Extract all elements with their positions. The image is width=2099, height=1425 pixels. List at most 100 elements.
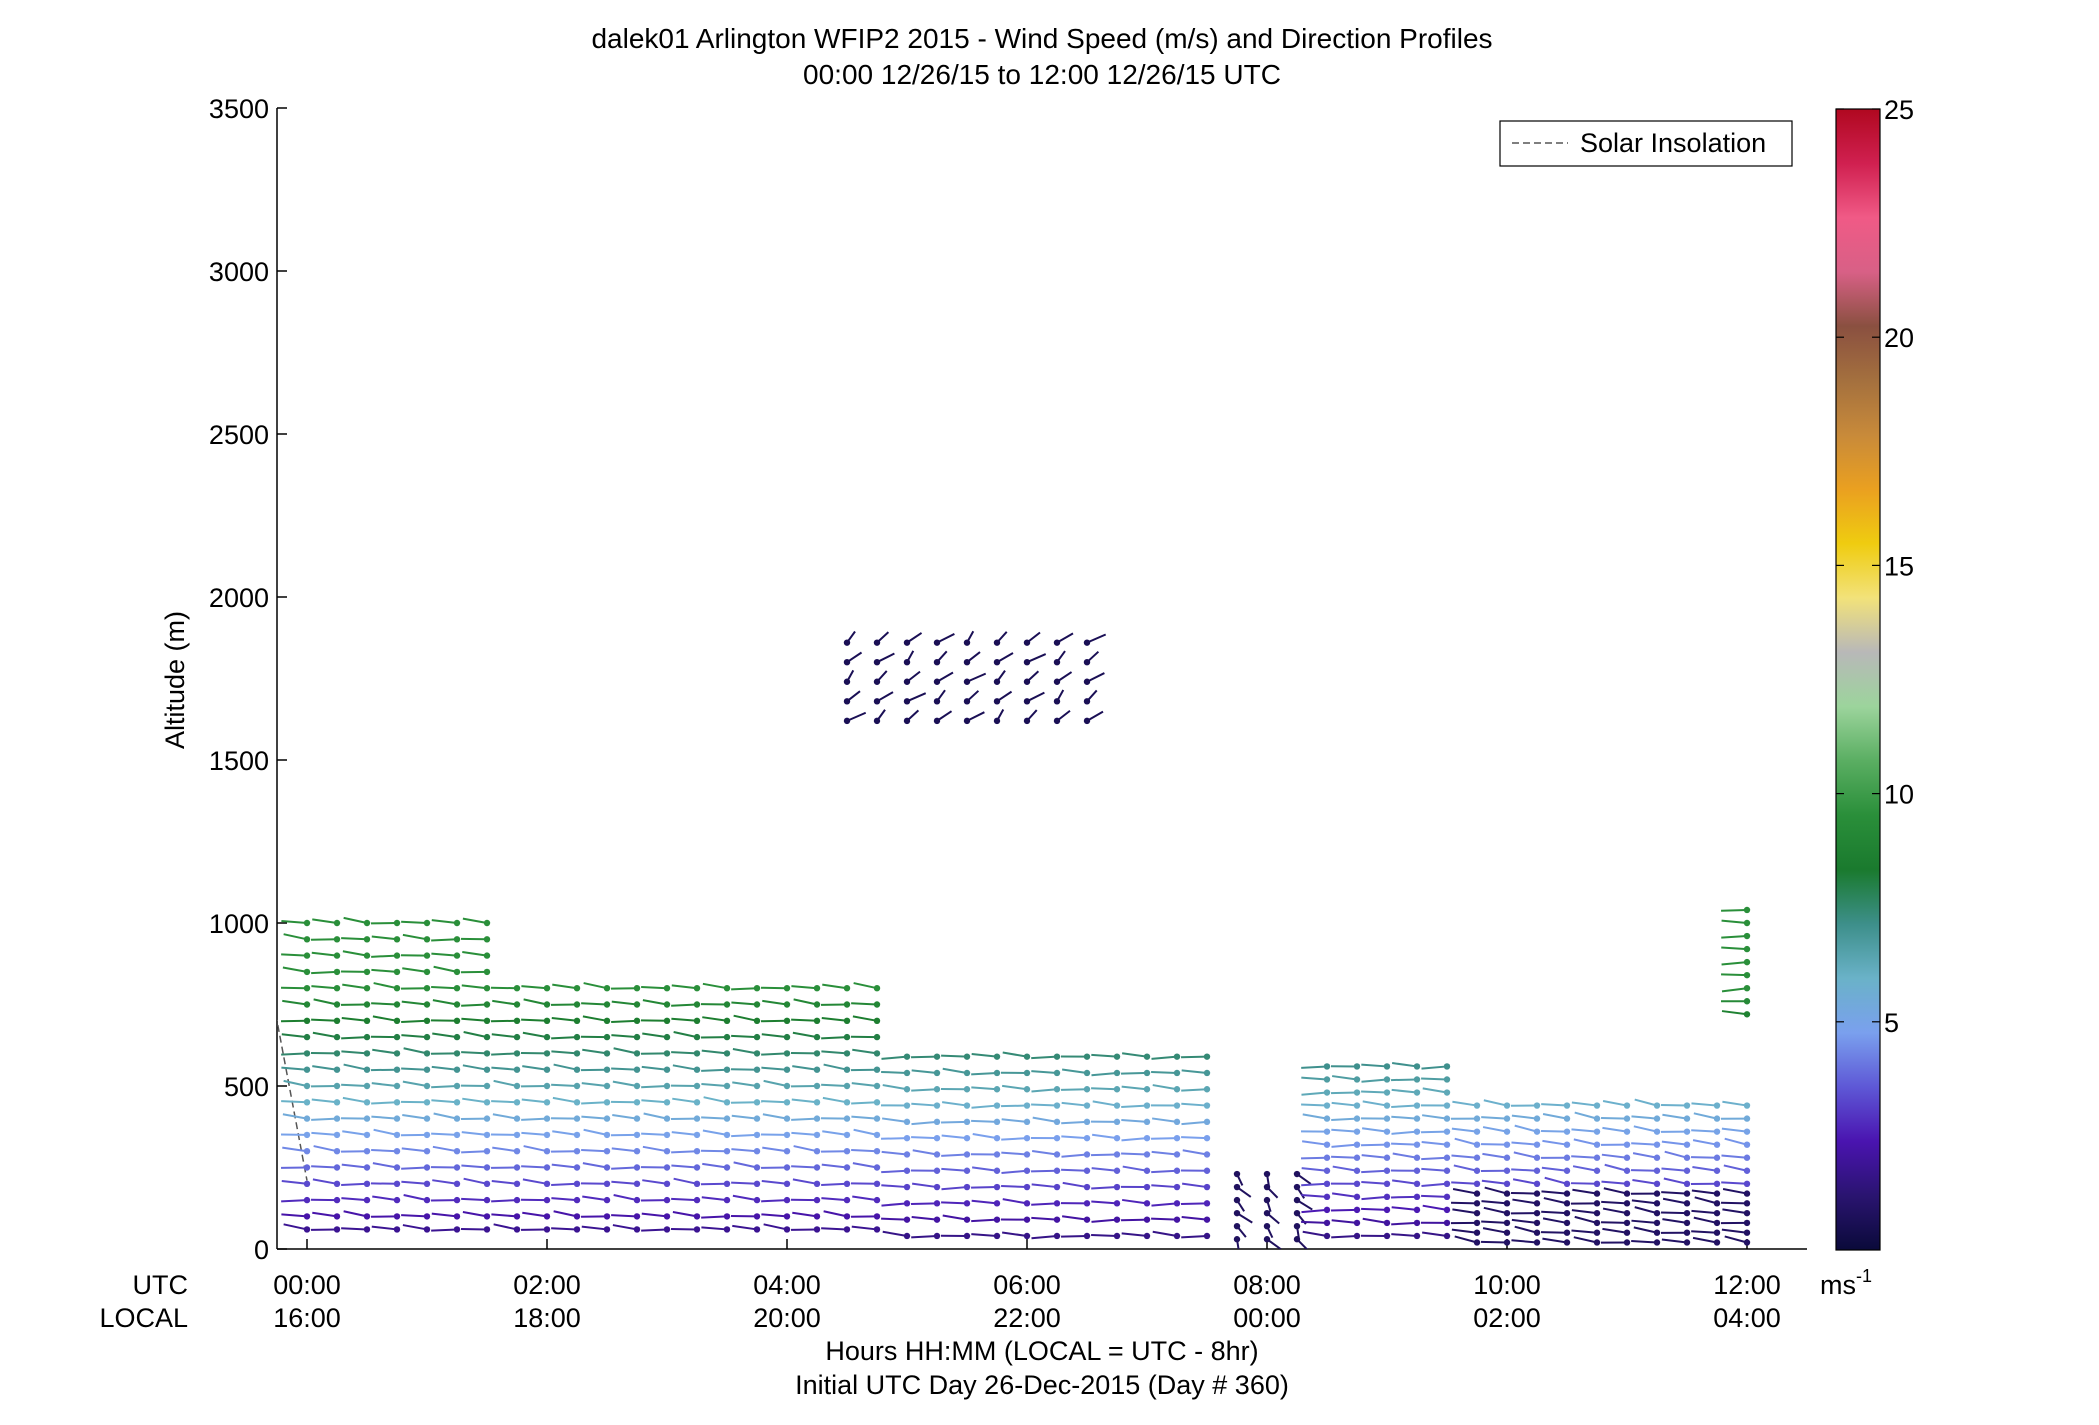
- wind-barb-point: [963, 698, 971, 705]
- wind-barb-point: [1353, 1180, 1361, 1188]
- wind-barb-shaft: [821, 1083, 848, 1087]
- wind-barb-point: [363, 1066, 371, 1073]
- wind-barb-point: [603, 1196, 611, 1204]
- wind-barb-shaft: [791, 985, 818, 990]
- wind-barb-shaft: [1391, 1062, 1418, 1068]
- wind-barb-point: [1023, 1200, 1031, 1207]
- chart-subtitle: 00:00 12/26/15 to 12:00 12/26/15 UTC: [803, 59, 1281, 90]
- wind-barb-point: [1083, 1167, 1091, 1174]
- wind-barb-point: [1743, 1154, 1751, 1161]
- wind-barb-shaft: [1091, 1153, 1118, 1157]
- wind-barb-point: [1683, 1219, 1691, 1227]
- wind-barb-point: [303, 1033, 311, 1041]
- wind-barb-shaft: [282, 1146, 308, 1153]
- wind-barb-shaft: [612, 1113, 638, 1120]
- wind-barb-shaft: [821, 1197, 848, 1202]
- wind-barb-shaft: [1721, 1010, 1748, 1016]
- wind-barb-shaft: [1002, 1051, 1028, 1058]
- wind-barb-shaft: [1001, 1169, 1028, 1174]
- wind-barb-point: [1083, 1151, 1091, 1158]
- wind-barb-point: [753, 1226, 761, 1233]
- wind-barb-shaft: [523, 1145, 548, 1153]
- wind-barb-point: [393, 936, 401, 943]
- wind-barb-point: [483, 1017, 491, 1024]
- wind-barb-shaft: [281, 1052, 308, 1056]
- wind-barb-point: [1083, 698, 1091, 705]
- wind-barb-shaft: [941, 1167, 968, 1172]
- wind-barb-point: [1443, 1154, 1451, 1161]
- wind-barb-point: [1113, 1200, 1121, 1207]
- wind-barb-shaft: [281, 1199, 308, 1203]
- wind-barb-shaft: [1361, 1143, 1388, 1147]
- wind-barb-point: [1083, 1118, 1091, 1126]
- wind-barb-shaft: [613, 1193, 638, 1202]
- wind-barb-shaft: [1453, 1164, 1478, 1172]
- wind-barb-shaft: [1026, 691, 1045, 703]
- wind-barb-point: [573, 1148, 581, 1155]
- wind-barb-shaft: [461, 1003, 488, 1007]
- wind-barb-shaft: [311, 951, 338, 957]
- wind-barb-point: [903, 1216, 911, 1223]
- wind-barb-point: [573, 1050, 581, 1057]
- wind-barb-shaft: [1541, 1166, 1568, 1172]
- wind-barb-point: [933, 639, 941, 646]
- wind-barb-point: [1353, 1089, 1361, 1096]
- wind-barb-point: [423, 1099, 431, 1106]
- wind-barb-point: [813, 1180, 821, 1188]
- wind-barb-point: [1173, 1102, 1181, 1109]
- wind-barb-point: [903, 717, 911, 725]
- wind-barb-point: [1413, 1128, 1421, 1135]
- wind-barb-point: [483, 1148, 491, 1155]
- wind-barb-point: [933, 1069, 941, 1077]
- wind-barb-point: [903, 659, 911, 666]
- wind-barb-point: [573, 1066, 581, 1073]
- wind-barb-point: [1053, 1053, 1061, 1060]
- wind-barb-point: [1533, 1229, 1541, 1236]
- wind-barb-point: [603, 1213, 611, 1220]
- wind-barb-point: [813, 1017, 821, 1024]
- wind-barb-shaft: [1452, 1100, 1478, 1107]
- wind-barb-point: [393, 919, 401, 927]
- wind-barb-shaft: [611, 1034, 638, 1039]
- wind-barb-point: [1233, 1183, 1241, 1191]
- x-axis-ticks: 00:0016:0002:0018:0004:0020:0006:0022:00…: [273, 1239, 1781, 1333]
- wind-barb-point: [573, 1001, 581, 1008]
- wind-barb-shaft: [1091, 1167, 1118, 1172]
- wind-barb-shaft: [882, 1230, 908, 1237]
- wind-barb-point: [1743, 1239, 1751, 1246]
- wind-barb-shaft: [852, 1195, 878, 1202]
- wind-barb-shaft: [1151, 1117, 1178, 1123]
- wind-barb-point: [1683, 1115, 1691, 1122]
- wind-barb-point: [543, 1213, 551, 1220]
- wind-barb-point: [543, 1226, 551, 1233]
- wind-barb-point: [393, 1180, 401, 1188]
- wind-barb-shaft: [1691, 1209, 1718, 1215]
- wind-barb-point: [1143, 1134, 1151, 1142]
- wind-barb-point: [1533, 1167, 1541, 1174]
- wind-barb-point: [1383, 1141, 1391, 1148]
- wind-barb-shaft: [341, 1163, 368, 1169]
- wind-barb-point: [693, 1001, 701, 1008]
- x-tick-label-local: 02:00: [1473, 1303, 1541, 1333]
- wind-barb-point: [1353, 1219, 1361, 1227]
- wind-barb-shaft: [641, 1132, 668, 1136]
- wind-barb-shaft: [971, 1233, 998, 1237]
- colorbar: 5 10 15 20 25 ms-1: [1820, 95, 1914, 1300]
- wind-barb-point: [423, 1180, 431, 1188]
- wind-barb-point: [603, 1082, 611, 1090]
- wind-barb-shaft: [1061, 1168, 1088, 1172]
- wind-barb-point: [873, 1164, 881, 1171]
- wind-barb-point: [903, 1151, 911, 1158]
- wind-barb-shaft: [1541, 1190, 1568, 1195]
- wind-barb-shaft: [1121, 1232, 1148, 1237]
- wind-barb-point: [363, 968, 371, 976]
- wind-barb-point: [1623, 1190, 1631, 1197]
- wind-barb-shaft: [701, 1049, 728, 1055]
- wind-barb-shaft: [701, 1068, 728, 1072]
- wind-barb-shaft: [1422, 1087, 1448, 1094]
- wind-barb-point: [1503, 1154, 1511, 1161]
- wind-barb-point: [1623, 1167, 1631, 1174]
- wind-barb-shaft: [403, 1193, 428, 1202]
- wind-barb-point: [723, 1115, 731, 1122]
- wind-barb-shaft: [1724, 1235, 1748, 1244]
